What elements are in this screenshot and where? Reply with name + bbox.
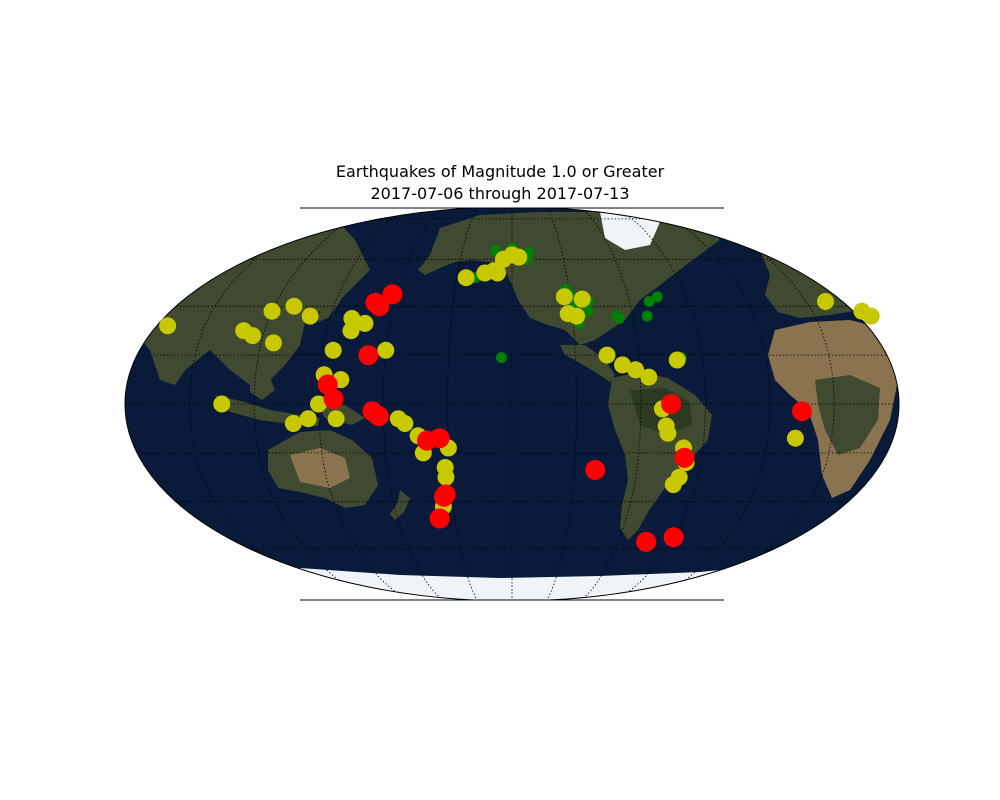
earthquake-marker-high	[358, 345, 379, 366]
earthquake-marker-low	[643, 296, 655, 307]
earthquake-marker-mid	[485, 262, 503, 280]
landmass-central-africa	[815, 375, 880, 455]
earthquake-marker-mid	[437, 468, 455, 486]
earthquake-marker-high	[434, 486, 454, 507]
earthquake-marker-high	[792, 401, 812, 422]
earthquake-marker-mid	[396, 415, 414, 432]
earthquake-marker-mid	[299, 410, 317, 428]
landmass-central-america	[560, 345, 615, 382]
earthquake-marker-mid	[356, 314, 374, 332]
earthquake-marker-mid	[510, 248, 528, 266]
earthquake-marker-high	[368, 406, 389, 427]
earthquake-marker-high	[661, 394, 682, 414]
earthquake-marker-high	[382, 284, 403, 305]
earthquake-marker-mid	[668, 351, 686, 369]
meridian-line	[545, 208, 577, 600]
earthquake-marker-mid	[310, 395, 327, 413]
earthquake-marker-mid	[627, 361, 645, 379]
earthquake-marker-mid	[342, 322, 360, 340]
earthquake-marker-mid	[263, 302, 281, 320]
earthquake-marker-low	[495, 352, 507, 364]
earthquake-marker-low	[582, 305, 594, 317]
earthquake-marker-mid	[213, 395, 231, 413]
earthquake-marker-high	[429, 428, 450, 449]
earthquake-marker-mid	[457, 269, 475, 287]
map-boundary	[124, 208, 900, 600]
earthquake-marker-low	[651, 291, 663, 303]
meridian-line	[447, 208, 479, 600]
earthquake-marker-mid	[265, 334, 282, 352]
earthquake-markers	[159, 242, 880, 552]
earthquake-marker-mid	[494, 250, 512, 268]
earthquake-marker-mid	[343, 310, 361, 327]
earthquake-marker-high	[429, 508, 450, 529]
earthquake-marker-mid	[598, 346, 616, 364]
earthquake-marker-high	[323, 389, 344, 410]
earthquake-marker-high	[663, 527, 684, 548]
earthquake-marker-mid	[559, 305, 577, 323]
landmass-new-zealand	[390, 490, 410, 520]
earthquake-marker-mid	[327, 410, 345, 428]
earthquake-marker-mid	[301, 307, 319, 325]
earthquake-marker-mid	[640, 368, 658, 386]
earthquake-marker-mid	[659, 424, 677, 442]
landmass-australia-desert	[290, 448, 350, 488]
landmass-borneo	[250, 372, 275, 400]
meridian-line	[580, 208, 642, 600]
earthquake-marker-high	[369, 296, 390, 317]
earthquake-marker-mid	[786, 429, 804, 447]
earthquake-marker-mid	[555, 288, 573, 306]
meridian-line	[318, 208, 410, 600]
earthquake-marker-low	[613, 313, 625, 324]
earthquake-marker-mid	[285, 297, 303, 315]
landmass-japan	[318, 282, 345, 322]
earthquake-marker-low	[641, 310, 653, 322]
earthquake-marker-mid	[862, 307, 880, 325]
earthquake-marker-high	[674, 447, 695, 468]
arctic-ice	[600, 210, 660, 250]
earthquake-marker-high	[585, 460, 606, 480]
meridian-line	[382, 208, 444, 600]
earthquake-marker-high	[636, 531, 657, 552]
earthquake-marker-mid	[324, 341, 342, 359]
earthquake-marker-mid	[244, 327, 262, 345]
earthquake-marker-mid	[377, 341, 395, 359]
earthquake-marker-mid	[284, 415, 302, 432]
earthquake-marker-mid	[573, 290, 591, 308]
earthquake-marker-mid	[664, 476, 682, 494]
earthquake-marker-mid	[614, 356, 631, 374]
chart-subtitle: 2017-07-06 through 2017-07-13	[370, 184, 630, 203]
meridian-line	[614, 208, 706, 600]
earthquake-marker-mid	[817, 293, 834, 310]
chart-title: Earthquakes of Magnitude 1.0 or Greater	[335, 162, 665, 181]
earthquake-marker-mid	[159, 317, 177, 335]
